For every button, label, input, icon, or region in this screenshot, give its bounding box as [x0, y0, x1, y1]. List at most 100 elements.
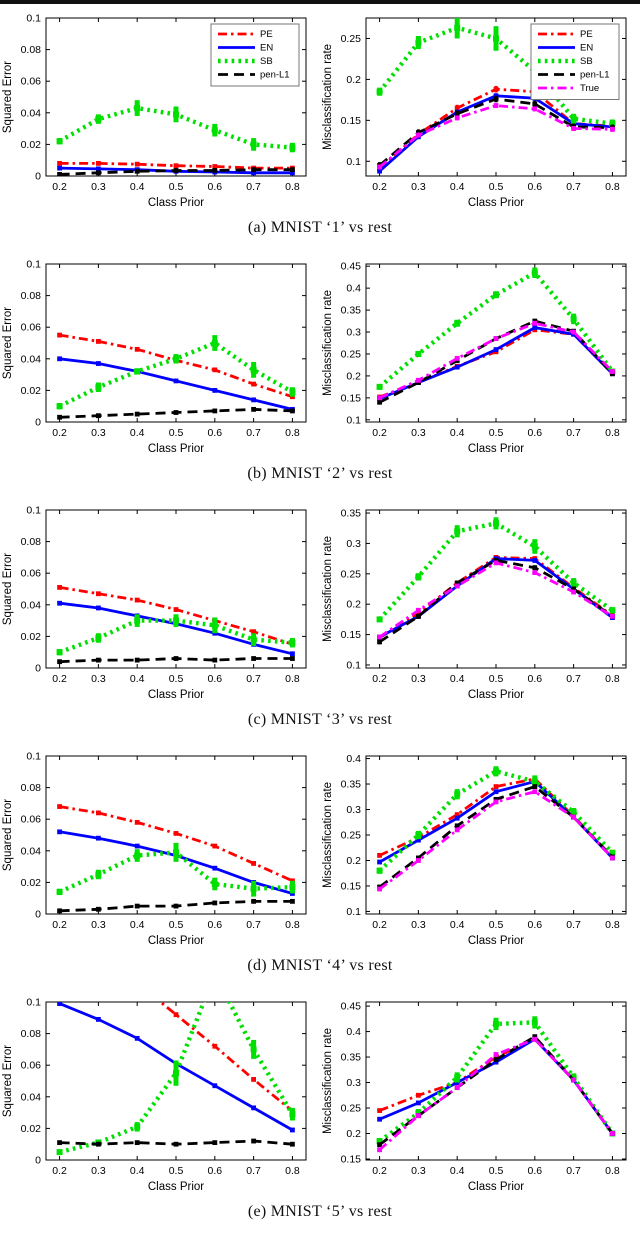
svg-text:0.02: 0.02 — [21, 139, 42, 151]
svg-text:0.7: 0.7 — [566, 673, 581, 685]
svg-text:0.3: 0.3 — [346, 327, 361, 339]
svg-text:0.4: 0.4 — [450, 1165, 465, 1177]
svg-text:0.4: 0.4 — [130, 673, 145, 685]
svg-text:0.8: 0.8 — [605, 427, 620, 439]
svg-text:0.2: 0.2 — [346, 370, 361, 382]
svg-text:0.3: 0.3 — [411, 1165, 426, 1177]
chart-squared-error-e: 0.2 0.3 0.4 0.5 0.6 0.7 0.8 0 0.02 0.04 0.06 0.08 0.… — [0, 990, 320, 1196]
svg-text:0.4: 0.4 — [130, 427, 145, 439]
svg-text:0.1: 0.1 — [26, 751, 41, 763]
svg-text:0.04: 0.04 — [21, 1091, 42, 1103]
svg-text:0.5: 0.5 — [169, 673, 184, 685]
svg-text:0.2: 0.2 — [372, 427, 387, 439]
svg-text:0.2: 0.2 — [372, 181, 387, 193]
figure-row-a: 0.2 0.3 0.4 0.5 0.6 0.7 0.8 0 0.02 0.04 0.06 0.08 0.… — [0, 6, 640, 252]
svg-text:0: 0 — [35, 171, 41, 183]
svg-text:0.7: 0.7 — [246, 427, 261, 439]
svg-text:0.7: 0.7 — [246, 1165, 261, 1177]
svg-text:0.15: 0.15 — [341, 880, 362, 892]
svg-text:Class Prior: Class Prior — [468, 689, 524, 701]
svg-text:0.7: 0.7 — [566, 181, 581, 193]
svg-text:0.3: 0.3 — [411, 673, 426, 685]
svg-text:Misclassification rate: Misclassification rate — [322, 290, 334, 396]
svg-text:0.15: 0.15 — [341, 629, 362, 641]
svg-text:0.6: 0.6 — [208, 1165, 223, 1177]
svg-text:0.2: 0.2 — [346, 599, 361, 611]
svg-text:0.04: 0.04 — [21, 107, 42, 119]
svg-text:0.06: 0.06 — [21, 1060, 42, 1072]
svg-text:Class Prior: Class Prior — [148, 689, 204, 701]
svg-text:Class Prior: Class Prior — [148, 1181, 204, 1193]
svg-text:0.2: 0.2 — [372, 1165, 387, 1177]
svg-text:0.4: 0.4 — [450, 673, 465, 685]
svg-text:True: True — [580, 83, 599, 94]
page-top-rule — [0, 0, 640, 4]
chart-misclassification-b: 0.2 0.3 0.4 0.5 0.6 0.7 0.8 0.1 0.15 0.2 0.25 0.3 0.… — [320, 252, 640, 458]
svg-text:0.1: 0.1 — [26, 505, 41, 517]
svg-text:0.06: 0.06 — [21, 76, 42, 88]
svg-text:0.3: 0.3 — [411, 427, 426, 439]
svg-text:0.3: 0.3 — [91, 919, 106, 931]
svg-text:0.8: 0.8 — [605, 1165, 620, 1177]
svg-text:Class Prior: Class Prior — [468, 1181, 524, 1193]
svg-text:0.08: 0.08 — [21, 1028, 42, 1040]
svg-text:0: 0 — [35, 417, 41, 429]
svg-text:SB: SB — [580, 56, 593, 67]
svg-text:0.5: 0.5 — [489, 181, 504, 193]
svg-text:0.8: 0.8 — [605, 181, 620, 193]
svg-text:Misclassification rate: Misclassification rate — [322, 536, 334, 642]
svg-text:0.06: 0.06 — [21, 322, 42, 334]
svg-text:0.1: 0.1 — [26, 13, 41, 25]
svg-text:0.1: 0.1 — [346, 906, 361, 918]
svg-text:0.8: 0.8 — [285, 1165, 300, 1177]
svg-text:0.7: 0.7 — [246, 181, 261, 193]
svg-text:0.02: 0.02 — [21, 877, 42, 889]
chart-misclassification-d: 0.2 0.3 0.4 0.5 0.6 0.7 0.8 0.1 0.15 0.2 0.25 0.3 0.… — [320, 744, 640, 950]
svg-text:0.15: 0.15 — [341, 1153, 362, 1165]
svg-text:0.5: 0.5 — [489, 919, 504, 931]
svg-text:0.5: 0.5 — [169, 181, 184, 193]
svg-text:0.35: 0.35 — [341, 779, 362, 791]
svg-text:0.06: 0.06 — [21, 814, 42, 826]
svg-text:0.6: 0.6 — [528, 427, 543, 439]
figure-row-d: 0.2 0.3 0.4 0.5 0.6 0.7 0.8 0 0.02 0.04 0.06 0.08 0.… — [0, 744, 640, 990]
svg-text:0.25: 0.25 — [341, 568, 362, 580]
svg-text:0.5: 0.5 — [169, 427, 184, 439]
figure-row-b: 0.2 0.3 0.4 0.5 0.6 0.7 0.8 0 0.02 0.04 0.06 0.08 0.… — [0, 252, 640, 498]
svg-text:0.3: 0.3 — [91, 181, 106, 193]
chart-misclassification-c: 0.2 0.3 0.4 0.5 0.6 0.7 0.8 0.1 0.15 0.2 0.25 0.3 0.… — [320, 498, 640, 704]
svg-text:0.04: 0.04 — [21, 845, 42, 857]
svg-text:0.02: 0.02 — [21, 1123, 42, 1135]
svg-text:0.3: 0.3 — [411, 181, 426, 193]
svg-text:0.8: 0.8 — [285, 427, 300, 439]
svg-text:Squared Error: Squared Error — [2, 1045, 14, 1117]
svg-text:0.02: 0.02 — [21, 385, 42, 397]
caption-d: (d) MNIST ‘4’ vs rest — [247, 957, 393, 974]
svg-text:0.08: 0.08 — [21, 44, 42, 56]
svg-text:Class Prior: Class Prior — [468, 935, 524, 947]
svg-text:0.3: 0.3 — [346, 1077, 361, 1089]
svg-text:Misclassification rate: Misclassification rate — [322, 1028, 334, 1134]
svg-text:0.2: 0.2 — [372, 919, 387, 931]
svg-text:Squared Error: Squared Error — [2, 307, 14, 379]
svg-text:0.6: 0.6 — [528, 673, 543, 685]
svg-text:0.6: 0.6 — [208, 673, 223, 685]
svg-text:0.1: 0.1 — [346, 156, 361, 168]
svg-text:0.35: 0.35 — [341, 1052, 362, 1064]
chart-misclassification-a: 0.2 0.3 0.4 0.5 0.6 0.7 0.8 0.1 0.15 0.2 0.25 Class… — [320, 6, 640, 212]
svg-text:0.4: 0.4 — [346, 753, 361, 765]
svg-text:Squared Error: Squared Error — [2, 61, 14, 133]
svg-text:0.6: 0.6 — [208, 919, 223, 931]
svg-text:0.7: 0.7 — [566, 919, 581, 931]
svg-text:0.25: 0.25 — [341, 830, 362, 842]
svg-text:0.3: 0.3 — [91, 427, 106, 439]
svg-text:0.5: 0.5 — [169, 1165, 184, 1177]
chart-squared-error-c: 0.2 0.3 0.4 0.5 0.6 0.7 0.8 0 0.02 0.04 0.06 0.08 0.… — [0, 498, 320, 704]
svg-text:0.5: 0.5 — [489, 673, 504, 685]
svg-text:0.6: 0.6 — [208, 181, 223, 193]
svg-text:Misclassification rate: Misclassification rate — [322, 782, 334, 888]
svg-text:Class Prior: Class Prior — [468, 197, 524, 209]
svg-text:0.8: 0.8 — [605, 673, 620, 685]
svg-text:pen-L1: pen-L1 — [260, 70, 290, 81]
chart-misclassification-e: 0.2 0.3 0.4 0.5 0.6 0.7 0.8 0.15 0.2 0.25 0.3 0.35 0… — [320, 990, 640, 1196]
